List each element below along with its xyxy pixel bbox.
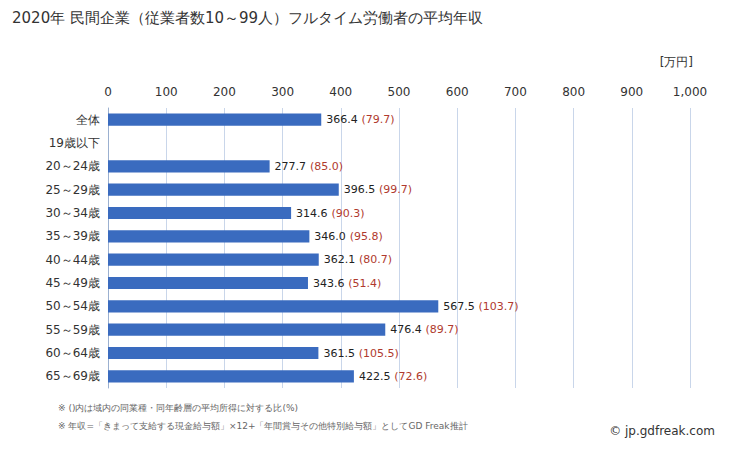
svg-text:346.0: 346.0: [314, 230, 346, 243]
svg-text:900: 900: [620, 85, 643, 99]
svg-text:300: 300: [271, 85, 294, 99]
svg-text:(103.7): (103.7): [479, 300, 519, 313]
svg-text:800: 800: [562, 85, 585, 99]
svg-text:55～59歳: 55～59歳: [45, 323, 100, 337]
svg-text:(90.3): (90.3): [331, 207, 364, 220]
svg-text:400: 400: [329, 85, 352, 99]
svg-text:100: 100: [155, 85, 178, 99]
svg-text:200: 200: [213, 85, 236, 99]
svg-text:[万円]: [万円]: [660, 55, 693, 69]
svg-text:(72.6): (72.6): [394, 370, 427, 383]
svg-text:567.5: 567.5: [443, 300, 475, 313]
svg-text:(85.0): (85.0): [310, 160, 343, 173]
svg-text:45～49歳: 45～49歳: [45, 276, 100, 290]
svg-text:35～39歳: 35～39歳: [45, 229, 100, 243]
svg-text:30～34歳: 30～34歳: [45, 206, 100, 220]
svg-text:362.1: 362.1: [324, 253, 356, 266]
svg-text:40～44歳: 40～44歳: [45, 253, 100, 267]
svg-text:361.5: 361.5: [323, 347, 355, 360]
svg-text:476.4: 476.4: [390, 323, 422, 336]
svg-text:(95.8): (95.8): [350, 230, 383, 243]
svg-text:(89.7): (89.7): [426, 323, 459, 336]
svg-text:422.5: 422.5: [359, 370, 391, 383]
svg-text:(51.4): (51.4): [348, 277, 381, 290]
svg-text:全体: 全体: [76, 113, 100, 127]
svg-text:※ ()内は域内の同業種・同年齢層の平均所得に対する比(%): ※ ()内は域内の同業種・同年齢層の平均所得に対する比(%): [58, 403, 298, 413]
svg-text:25～29歳: 25～29歳: [45, 183, 100, 197]
svg-text:65～69歳: 65～69歳: [45, 369, 100, 383]
svg-text:(99.7): (99.7): [379, 183, 412, 196]
svg-text:※ 年収=「きまって支給する現金給与額」×12+「年間賞与そ: ※ 年収=「きまって支給する現金給与額」×12+「年間賞与その他特別給与額」とし…: [58, 421, 468, 431]
svg-text:2020年 民間企業（従業者数10～99人）フルタイム労働者: 2020年 民間企業（従業者数10～99人）フルタイム労働者の平均年収: [12, 9, 483, 27]
svg-text:50～54歳: 50～54歳: [45, 299, 100, 313]
svg-text:1,000: 1,000: [673, 85, 707, 99]
svg-text:60～64歳: 60～64歳: [45, 346, 100, 360]
svg-text:343.6: 343.6: [313, 277, 345, 290]
svg-text:20～24歳: 20～24歳: [45, 159, 100, 173]
svg-text:600: 600: [446, 85, 469, 99]
svg-text:0: 0: [104, 85, 112, 99]
svg-text:700: 700: [504, 85, 527, 99]
svg-text:19歳以下: 19歳以下: [49, 136, 100, 150]
svg-text:(79.7): (79.7): [362, 113, 395, 126]
svg-text:366.4: 366.4: [326, 113, 358, 126]
svg-text:(105.5): (105.5): [359, 347, 399, 360]
svg-text:500: 500: [388, 85, 411, 99]
svg-text:396.5: 396.5: [344, 183, 376, 196]
svg-text:© jp.gdfreak.com: © jp.gdfreak.com: [609, 424, 715, 438]
svg-text:277.7: 277.7: [275, 160, 307, 173]
svg-text:(80.7): (80.7): [359, 253, 392, 266]
svg-text:314.6: 314.6: [296, 207, 328, 220]
